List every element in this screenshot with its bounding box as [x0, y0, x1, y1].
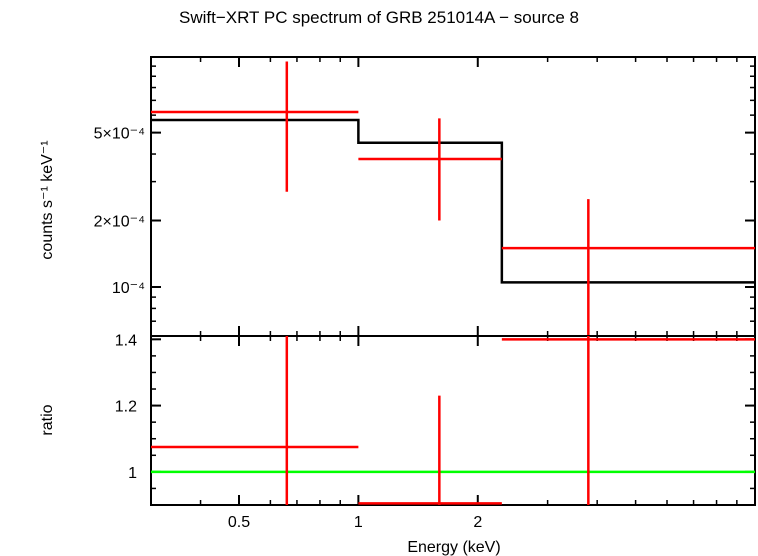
- y-tick-label: 1.2: [115, 399, 137, 416]
- y-tick-label: 5×10⁻⁴: [94, 126, 145, 143]
- bottom-y-axis-label: ratio: [39, 404, 56, 435]
- x-axis-label: Energy (keV): [407, 539, 500, 556]
- y-tick-label: 2×10⁻⁴: [94, 214, 145, 231]
- x-tick-label: 2: [473, 514, 482, 531]
- x-tick-label: 0.5: [228, 514, 250, 531]
- chart-title: Swift−XRT PC spectrum of GRB 251014A − s…: [178, 8, 579, 27]
- y-tick-label: 10⁻⁴: [112, 280, 145, 297]
- top-frame: [150, 56, 756, 337]
- top-panel: 5×10⁻⁴ 2×10⁻⁴ 10⁻⁴: [94, 56, 756, 337]
- bottom-frame: [150, 335, 756, 506]
- model-step-line: [151, 118, 755, 284]
- top-y-axis-label: counts s⁻¹ keV⁻¹: [39, 140, 56, 259]
- y-tick-label: 1: [128, 465, 137, 482]
- bottom-panel: 1.4 1.2 1 0.5 1 2: [115, 332, 756, 531]
- x-tick-label: 1: [354, 514, 363, 531]
- y-tick-label: 1.4: [115, 332, 137, 349]
